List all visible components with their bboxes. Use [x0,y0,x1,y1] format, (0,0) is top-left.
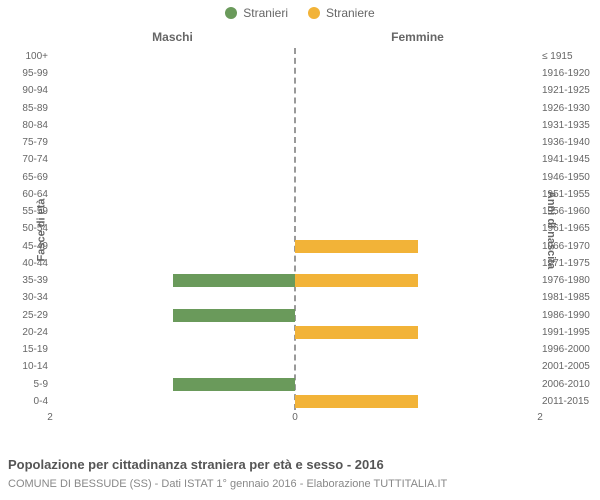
x-tick: 0 [292,412,298,423]
pyramid-row: 50-541961-1965 [50,220,540,237]
age-label: 70-74 [0,151,48,168]
age-label: 30-34 [0,289,48,306]
age-label: 50-54 [0,220,48,237]
age-label: 25-29 [0,307,48,324]
age-label: 5-9 [0,376,48,393]
age-label: 80-84 [0,117,48,134]
birth-year-label: ≤ 1915 [542,48,600,65]
birth-year-label: 2006-2010 [542,376,600,393]
birth-year-label: 1971-1975 [542,255,600,272]
birth-year-label: 1936-1940 [542,134,600,151]
legend-item-male: Stranieri [225,6,288,20]
pyramid-row: 95-991916-1920 [50,65,540,82]
bar-male [173,309,296,322]
legend: Stranieri Straniere [0,0,600,20]
birth-year-label: 1931-1935 [542,117,600,134]
pyramid-row: 45-491966-1970 [50,238,540,255]
pyramid-row: 70-741941-1945 [50,151,540,168]
birth-year-label: 1921-1925 [542,82,600,99]
pyramid-row: 10-142001-2005 [50,358,540,375]
plot-area: 100+≤ 191595-991916-192090-941921-192585… [50,48,540,410]
pyramid-row: 85-891926-1930 [50,100,540,117]
pyramid-row: 30-341981-1985 [50,289,540,306]
bar-female [295,240,418,253]
age-label: 35-39 [0,272,48,289]
age-label: 15-19 [0,341,48,358]
chart-title: Popolazione per cittadinanza straniera p… [8,457,384,472]
x-tick: 2 [47,412,53,423]
age-label: 65-69 [0,169,48,186]
pyramid-row: 55-591956-1960 [50,203,540,220]
age-label: 60-64 [0,186,48,203]
birth-year-label: 1961-1965 [542,220,600,237]
pyramid-row: 35-391976-1980 [50,272,540,289]
pyramid-row: 15-191996-2000 [50,341,540,358]
x-tick: 2 [537,412,543,423]
birth-year-label: 1916-1920 [542,65,600,82]
age-label: 20-24 [0,324,48,341]
age-label: 55-59 [0,203,48,220]
bar-male [173,274,296,287]
pyramid-row: 80-841931-1935 [50,117,540,134]
bar-male [173,378,296,391]
pyramid-row: 90-941921-1925 [50,82,540,99]
birth-year-label: 1946-1950 [542,169,600,186]
birth-year-label: 1966-1970 [542,238,600,255]
birth-year-label: 1941-1945 [542,151,600,168]
age-label: 85-89 [0,100,48,117]
pyramid-row: 65-691946-1950 [50,169,540,186]
birth-year-label: 1996-2000 [542,341,600,358]
age-label: 40-44 [0,255,48,272]
pyramid-row: 100+≤ 1915 [50,48,540,65]
legend-swatch-female [308,7,320,19]
age-label: 45-49 [0,238,48,255]
birth-year-label: 1991-1995 [542,324,600,341]
pyramid-row: 40-441971-1975 [50,255,540,272]
legend-swatch-male [225,7,237,19]
birth-year-label: 1976-1980 [542,272,600,289]
heading-female: Femmine [295,30,540,44]
age-label: 10-14 [0,358,48,375]
age-label: 75-79 [0,134,48,151]
pyramid-row: 60-641951-1955 [50,186,540,203]
chart-source: COMUNE DI BESSUDE (SS) - Dati ISTAT 1° g… [8,478,447,490]
pyramid-row: 75-791936-1940 [50,134,540,151]
pyramid-row: 5-92006-2010 [50,376,540,393]
age-label: 0-4 [0,393,48,410]
pyramid-row: 20-241991-1995 [50,324,540,341]
age-label: 90-94 [0,82,48,99]
chart: Maschi Femmine Fasce di età Anni di nasc… [50,30,540,430]
birth-year-label: 1981-1985 [542,289,600,306]
birth-year-label: 2011-2015 [542,393,600,410]
x-axis: 2 0 2 [50,412,540,430]
heading-male: Maschi [50,30,295,44]
bar-female [295,326,418,339]
birth-year-label: 1956-1960 [542,203,600,220]
legend-label-female: Straniere [326,6,375,20]
birth-year-label: 1986-1990 [542,307,600,324]
age-label: 95-99 [0,65,48,82]
bar-female [295,395,418,408]
bar-female [295,274,418,287]
legend-label-male: Stranieri [243,6,288,20]
pyramid-row: 25-291986-1990 [50,307,540,324]
pyramid-row: 0-42011-2015 [50,393,540,410]
legend-item-female: Straniere [308,6,375,20]
birth-year-label: 1926-1930 [542,100,600,117]
age-label: 100+ [0,48,48,65]
birth-year-label: 2001-2005 [542,358,600,375]
birth-year-label: 1951-1955 [542,186,600,203]
